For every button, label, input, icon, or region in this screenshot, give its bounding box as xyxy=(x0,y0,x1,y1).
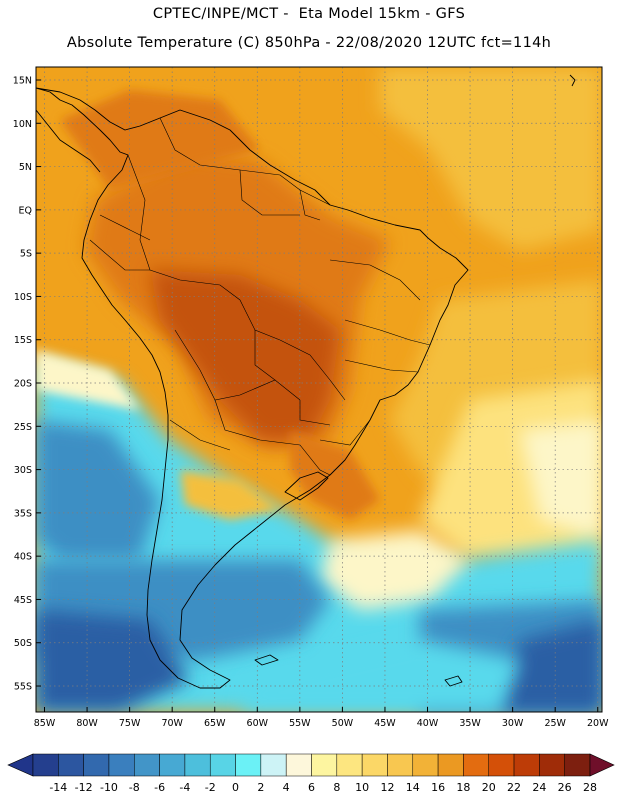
lon-tick-label: 50W xyxy=(332,718,354,729)
colorbar-swatch xyxy=(539,753,565,777)
colorbar-swatch xyxy=(184,753,211,777)
colorbar-label: -10 xyxy=(100,781,118,794)
colorbar-swatch xyxy=(159,753,186,777)
colorbar-swatch xyxy=(513,753,540,777)
lon-tick-label: 55W xyxy=(289,718,311,729)
temperature-field xyxy=(36,67,602,712)
colorbar-label: -8 xyxy=(129,781,140,794)
colorbar-swatch xyxy=(336,753,363,777)
lon-tick-label: 75W xyxy=(119,718,141,729)
colorbar-swatch xyxy=(488,753,515,777)
colorbar-swatch xyxy=(134,753,160,777)
colorbar-swatch xyxy=(209,753,236,777)
colorbar-swatch xyxy=(108,753,135,777)
map-title-line2: Absolute Temperature (C) 850hPa - 22/08/… xyxy=(66,35,552,51)
lon-tick-label: 25W xyxy=(544,718,566,729)
coastline xyxy=(36,74,576,689)
colorbar-label: -12 xyxy=(75,781,93,794)
lat-tick-label: 25S xyxy=(14,422,32,433)
lat-tick-label: EQ xyxy=(19,205,32,216)
colorbar-label: 16 xyxy=(431,781,445,794)
colorbar-label: -2 xyxy=(205,781,216,794)
colorbar-label: 14 xyxy=(406,781,420,794)
colorbar-label: 0 xyxy=(232,781,239,794)
colorbar-label: 28 xyxy=(583,781,597,794)
colorbar: -14 -12 -10 -8 -6 -4 -2 0 2 4 6 8 10 12 14 16 18 20 22 24 26… xyxy=(7,753,615,794)
lon-tick-label: 30W xyxy=(502,718,524,729)
colorbar-label: 24 xyxy=(532,781,546,794)
colorbar-label: 20 xyxy=(482,781,496,794)
colorbar-label: 18 xyxy=(456,781,470,794)
colorbar-label: 10 xyxy=(355,781,369,794)
colorbar-swatch xyxy=(387,753,414,777)
lon-tick-label: 35W xyxy=(459,718,481,729)
lat-tick-label: 10S xyxy=(14,292,32,303)
lon-tick-label: 60W xyxy=(247,718,269,729)
lat-tick-label: 5N xyxy=(19,162,32,173)
colorbar-swatch xyxy=(463,753,489,777)
lat-tick-label: 35S xyxy=(14,508,32,519)
latitude-axis: 15N 10N 5N EQ 5S 10S 15S 20S 25S 30S 35S 40S 45S 50S 5… xyxy=(13,75,41,693)
lon-tick-label: 70W xyxy=(161,718,183,729)
lat-tick-label: 5S xyxy=(20,249,32,260)
plot-frame xyxy=(35,66,603,713)
colorbar-under-arrow xyxy=(7,753,34,777)
colorbar-swatch xyxy=(437,753,464,777)
colorbar-label: 26 xyxy=(558,781,572,794)
lat-tick-label: 55S xyxy=(14,682,32,693)
lat-tick-label: 10N xyxy=(13,119,32,130)
lat-tick-label: 40S xyxy=(14,552,32,563)
lat-tick-label: 45S xyxy=(14,595,32,606)
lat-tick-label: 15S xyxy=(14,335,32,346)
map-title-line1: CPTEC/INPE/MCT - Eta Model 15km - GFS xyxy=(152,6,466,22)
lat-tick-label: 30S xyxy=(14,465,32,476)
lon-tick-label: 45W xyxy=(374,718,396,729)
colorbar-swatch xyxy=(235,753,262,777)
colorbar-label: -4 xyxy=(179,781,190,794)
lon-tick-label: 40W xyxy=(417,718,439,729)
colorbar-swatch xyxy=(58,753,84,777)
colorbar-label: -6 xyxy=(154,781,165,794)
lon-tick-label: 20W xyxy=(587,718,609,729)
colorbar-swatch xyxy=(361,753,388,777)
lon-tick-label: 65W xyxy=(204,718,226,729)
colorbar-over-arrow xyxy=(589,753,615,777)
colorbar-label: 8 xyxy=(333,781,340,794)
colorbar-swatch xyxy=(260,753,287,777)
longitude-axis: 85W 80W 75W 70W 65W 60W 55W 50W 45W 40W 35W 30W 25W 2… xyxy=(34,707,609,729)
colorbar-swatch xyxy=(83,753,110,777)
colorbar-swatch xyxy=(311,753,338,777)
colorbar-label: 4 xyxy=(283,781,290,794)
colorbar-label: 2 xyxy=(257,781,264,794)
colorbar-swatch xyxy=(32,753,59,777)
lat-tick-label: 15N xyxy=(13,75,32,86)
country-borders xyxy=(89,117,431,476)
colorbar-label: 22 xyxy=(507,781,521,794)
lon-tick-label: 85W xyxy=(34,718,56,729)
lat-tick-label: 50S xyxy=(14,638,32,649)
colorbar-label: 6 xyxy=(308,781,315,794)
colorbar-label: -14 xyxy=(49,781,67,794)
lat-tick-label: 20S xyxy=(14,379,32,390)
colorbar-swatch xyxy=(564,753,591,777)
lon-tick-label: 80W xyxy=(76,718,98,729)
colorbar-label: 12 xyxy=(380,781,394,794)
colorbar-swatch xyxy=(285,753,312,777)
colorbar-swatch xyxy=(412,753,439,777)
